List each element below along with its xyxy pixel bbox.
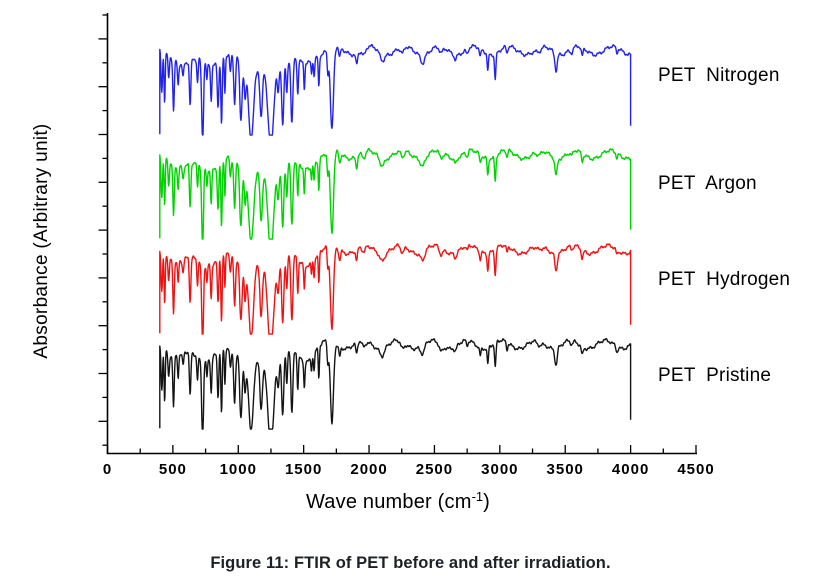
- series-label-pet-hydrogen: PET Hydrogen: [658, 269, 791, 290]
- x-tick-label-3000: 3000: [481, 461, 519, 478]
- trace-pet-hydrogen: [159, 243, 632, 335]
- x-axis-title-suffix: ): [483, 491, 491, 513]
- series-label-pet-nitrogen: PET Nitrogen: [658, 65, 780, 86]
- figure-caption-text: FTIR of PET before and after irradiation…: [293, 554, 611, 572]
- trace-pet-pristine: [159, 337, 632, 430]
- figure-caption-label: Figure 11:: [210, 554, 290, 572]
- y-axis-title: Absorbance (Arbitrary unit): [31, 123, 52, 359]
- series-label-pet-argon: PET Argon: [658, 173, 757, 194]
- x-tick-label-2500: 2500: [415, 461, 454, 478]
- series-label-pet-pristine: PET Pristine: [658, 365, 772, 386]
- x-tick-label-2000: 2000: [350, 461, 388, 478]
- x-tick-label-3500: 3500: [546, 461, 584, 478]
- x-axis-title: Wave number (cm-1): [305, 489, 491, 514]
- x-tick-label-0: 0: [102, 461, 113, 478]
- trace-pet-nitrogen: [159, 43, 632, 136]
- trace-pet-argon: [159, 147, 632, 240]
- x-tick-label-4500: 4500: [677, 461, 715, 478]
- x-tick-label-4000: 4000: [611, 461, 650, 478]
- x-axis-title-superscript: -1: [471, 489, 484, 504]
- x-axis-title-text: Wave number (cm: [305, 491, 472, 513]
- figure-caption: Figure 11: FTIR of PET before and after …: [0, 554, 821, 573]
- x-tick-label-500: 500: [158, 461, 187, 478]
- x-tick-label-1500: 1500: [284, 461, 323, 478]
- x-tick-label-1000: 1000: [219, 461, 257, 478]
